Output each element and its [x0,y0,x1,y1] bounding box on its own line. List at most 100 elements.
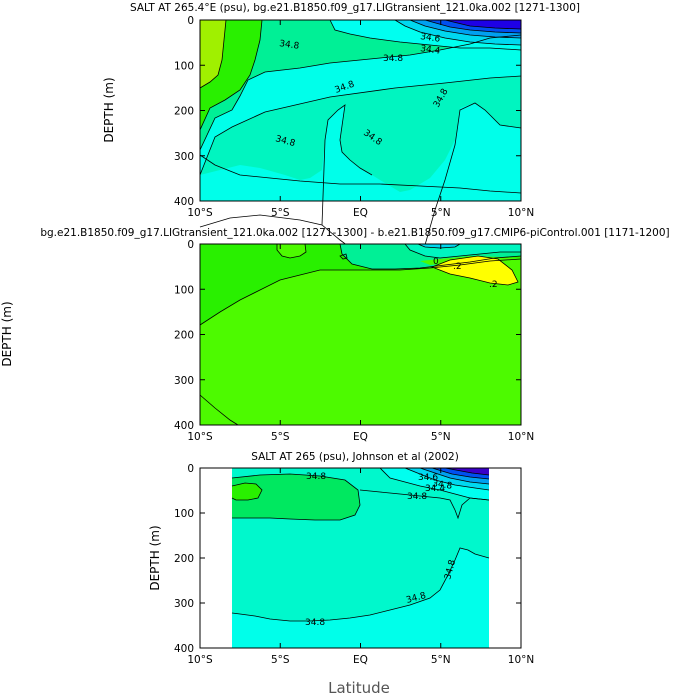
p2-contour [417,243,461,249]
p3-contour-label: 34.8 [407,492,427,502]
x-tick-label: 5°N [431,207,451,219]
p3-contour [444,467,490,476]
p3-contour [231,482,263,501]
p2-contour [339,253,348,260]
p1-contour [199,19,227,89]
y-tick-label: 300 [174,151,194,163]
p2-contour [339,243,522,270]
y-tick-label: 200 [174,330,194,342]
p1-contour [409,19,522,39]
p1-contour [329,19,522,51]
p2-contour [404,243,521,259]
x-tick-label: 10°S [187,431,213,443]
y-tick-label: 100 [174,284,194,296]
p2-contour [199,394,239,426]
p2-contour-labels: 0 .2 .2 [433,257,498,290]
p3-contour-label: 34.6 [418,473,438,483]
p1-contour [394,19,522,46]
x-tick-label: 10°N [508,207,534,219]
p1-contour [199,75,522,176]
p1-contour [424,19,522,34]
y-tick-label: 400 [174,643,194,655]
panel-2-ylabel: DEPTH (m) [0,301,14,366]
p3-contour-label: 34.8 [305,618,325,628]
p3-contour-label: 34.4 [425,484,445,494]
x-tick-label: EQ [353,654,368,666]
x-tick-label: 10°S [187,654,213,666]
p2-contour-lines [199,243,522,426]
panel-1-axes: 10°S 5°S EQ 5°N 10°N 0 100 200 300 400 [174,15,534,219]
y-tick-label: 300 [174,375,194,387]
panel-3-fill [232,468,489,648]
p3-contour [431,467,490,480]
p2-contour [430,255,519,286]
p1-region-aqua [200,76,521,192]
p1-contour [199,19,263,131]
p3-region-green-mid [232,474,360,520]
x-tick-label: 5°S [271,207,290,219]
y-tick-label: 0 [187,463,194,475]
p3-contour-label: 34.8 [432,479,454,492]
panel-2-fill [200,244,521,425]
p2-contour-label: .2 [453,262,462,272]
p3-contour [419,467,490,485]
p3-contour [379,467,490,501]
p3-contour-lines [231,467,490,622]
p1-contour-label: 34.6 [420,32,442,45]
p1-region-yellowgreen [200,20,226,88]
y-tick-label: 400 [174,196,194,208]
y-tick-label: 200 [174,553,194,565]
panel-2-axes: 10°S 5°S EQ 5°N 10°N 0 100 200 300 400 [174,239,534,443]
x-tick-label: 10°N [508,431,534,443]
y-tick-label: 200 [174,106,194,118]
y-tick-label: 0 [187,15,194,27]
panel-3: SALT AT 265 (psu), Johnson et al (2002) [148,451,534,666]
panel-2: bg.e21.B1850.f09_g17.LIGtransient_121.0k… [0,227,670,443]
panel-1-ylabel: DEPTH (m) [102,77,116,142]
x-tick-label: 5°S [271,654,290,666]
p2-contour [199,258,522,326]
panel-1-title: SALT AT 265.4°E (psu), bg.e21.B1850.f09_… [130,2,580,14]
p1-contour-label: 34.8 [383,54,403,64]
p1-contour [199,34,522,151]
panel-3-axes: 10°S 5°S EQ 5°N 10°N 0 100 200 300 400 [174,463,534,666]
p1-contour [321,104,373,226]
x-tick-label: 5°S [271,431,290,443]
figure-xlabel: Latitude [328,679,390,697]
p2-contour-label: 0 [433,257,439,267]
panel-3-ylabel: DEPTH (m) [148,525,162,590]
p2-contour-label: .2 [489,280,498,290]
x-tick-label: EQ [353,431,368,443]
p2-contour [276,243,307,259]
p3-contour-label: 34.8 [306,472,326,482]
p1-contour-labels: 34.8 34.8 34.6 34.4 34.8 34.8 34.8 34.8 [274,32,451,149]
x-tick-label: 5°N [431,431,451,443]
p1-contour-label: 34.4 [420,44,442,57]
x-tick-label: 10°S [187,207,213,219]
p1-region-blue-dark [445,20,521,29]
panel-1-fill [200,20,521,201]
x-tick-label: 5°N [431,654,451,666]
panel-1: SALT AT 265.4°E (psu), bg.e21.B1850.f09_… [102,2,580,313]
p3-contour [231,547,490,622]
p3-contour [231,473,361,521]
y-tick-label: 300 [174,598,194,610]
y-tick-label: 400 [174,420,194,432]
p3-contour [359,489,490,520]
p3-contour [404,467,490,491]
panel-3-title: SALT AT 265 (psu), Johnson et al (2002) [251,451,459,463]
y-tick-label: 100 [174,508,194,520]
p1-contour [444,19,522,30]
p1-region-mint [200,20,521,150]
x-tick-label: 10°N [508,654,534,666]
y-tick-label: 100 [174,60,194,72]
y-tick-label: 0 [187,239,194,251]
x-tick-label: EQ [353,207,368,219]
p2-region-lime-top [277,244,306,258]
p1-contour [199,154,522,194]
p1-contour-label: 34.8 [279,39,301,52]
p2-region-yellow [432,256,518,285]
p3-region-green [232,483,262,500]
panel-2-title: bg.e21.B1850.f09_g17.LIGtransient_121.0k… [40,227,669,239]
